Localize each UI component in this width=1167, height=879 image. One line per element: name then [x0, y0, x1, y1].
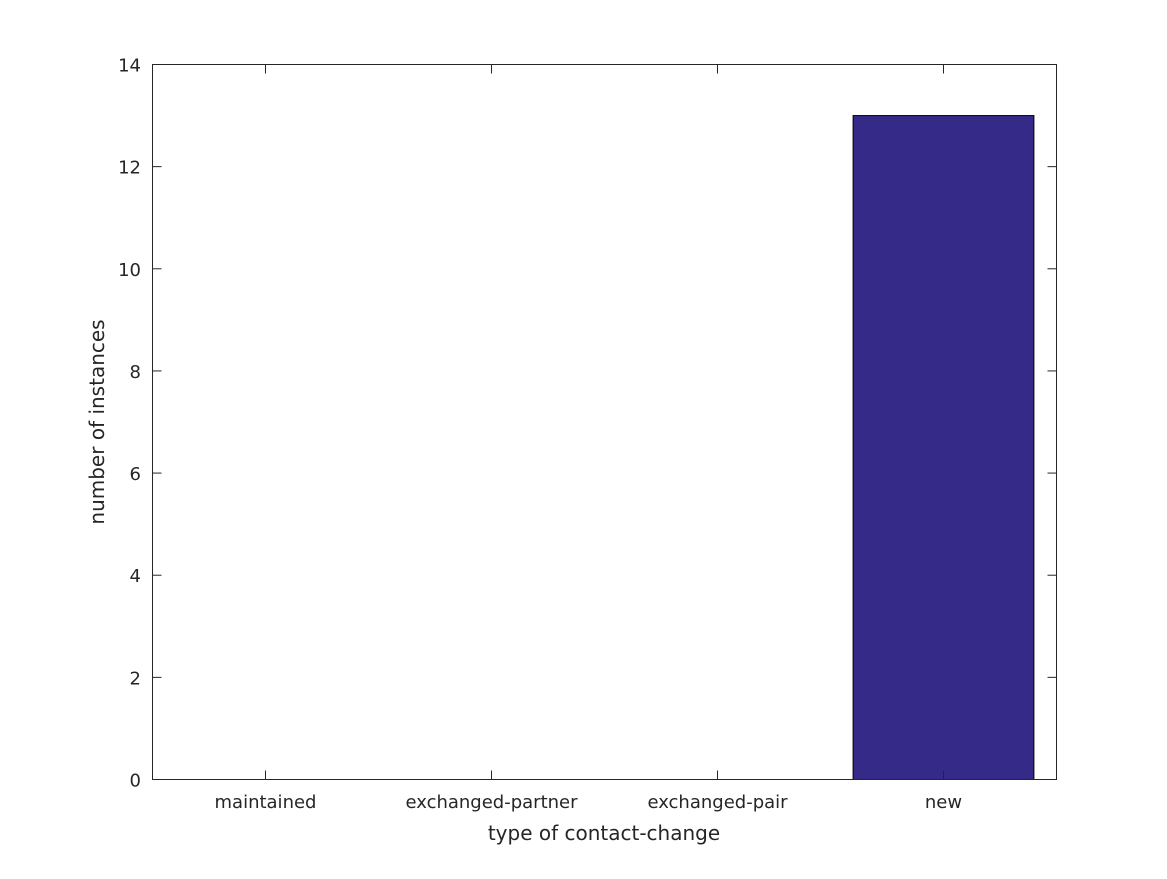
y-tick-label: 10	[118, 260, 141, 281]
x-axis-label: type of contact-change	[488, 821, 720, 845]
y-tick-label: 6	[130, 464, 141, 485]
y-tick-label: 8	[130, 362, 141, 383]
x-tick-label: exchanged-partner	[405, 792, 578, 813]
y-tick-label: 0	[130, 771, 141, 792]
bar-new	[852, 115, 1035, 781]
x-tick-label: new	[925, 792, 962, 813]
y-tick-label: 12	[118, 158, 141, 179]
bars	[852, 115, 1035, 781]
y-tick-label: 2	[130, 668, 141, 689]
x-tick-label: exchanged-pair	[647, 792, 788, 813]
y-axis-label: number of instances	[85, 319, 109, 524]
y-tick-label: 14	[118, 56, 141, 77]
x-tick-label: maintained	[215, 792, 317, 813]
plot-area-frame	[152, 64, 1057, 780]
y-tick-label: 4	[130, 566, 141, 587]
ticks: maintained exchanged-partner exchanged-pai…	[118, 56, 1057, 813]
